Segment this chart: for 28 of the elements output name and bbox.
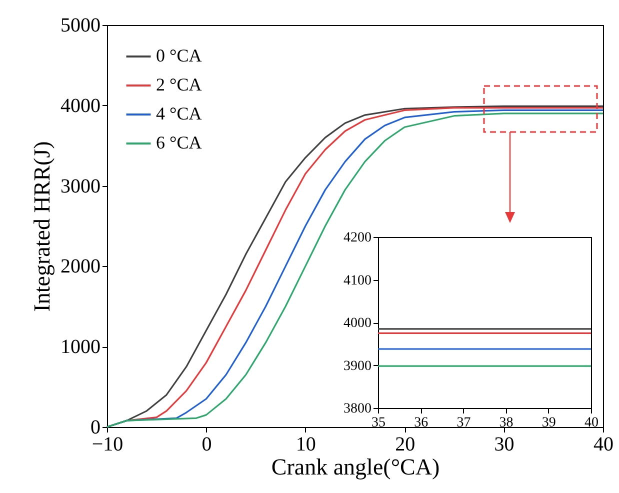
x-tick-label: 37	[456, 416, 471, 430]
legend-label: 0 °CA	[156, 46, 202, 66]
x-tick-label: 40	[584, 416, 598, 430]
x-axis-title: Crank angle(°CA)	[271, 454, 440, 480]
legend-label: 4 °CA	[156, 104, 202, 124]
x-tick-label: 20	[395, 434, 416, 456]
x-tick-label: −10	[92, 434, 124, 456]
x-tick-label: 10	[296, 434, 316, 456]
y-tick-label: 4200	[344, 230, 372, 246]
y-axis-title: Integrated HRR(J)	[30, 141, 54, 312]
legend-label: 2 °CA	[156, 74, 202, 94]
y-tick-label: 3000	[60, 175, 100, 198]
x-tick-label: 36	[414, 416, 428, 430]
legend-label: 6 °CA	[156, 132, 202, 152]
x-tick-label: 40	[594, 434, 614, 456]
x-tick-label: 35	[372, 416, 386, 430]
y-tick-label: 2000	[60, 256, 100, 278]
y-tick-label: 4100	[344, 273, 372, 288]
y-tick-label: 4000	[344, 316, 372, 331]
x-tick-label: 39	[542, 416, 556, 430]
x-tick-label: 38	[499, 416, 514, 430]
y-tick-label: 5000	[60, 14, 100, 36]
y-tick-label: 3800	[344, 402, 372, 416]
y-tick-label: 4000	[60, 94, 100, 117]
x-tick-label: 0	[202, 434, 212, 456]
x-tick-label: 30	[494, 434, 514, 456]
y-tick-label: 3900	[344, 358, 372, 374]
y-tick-label: 1000	[60, 336, 100, 358]
